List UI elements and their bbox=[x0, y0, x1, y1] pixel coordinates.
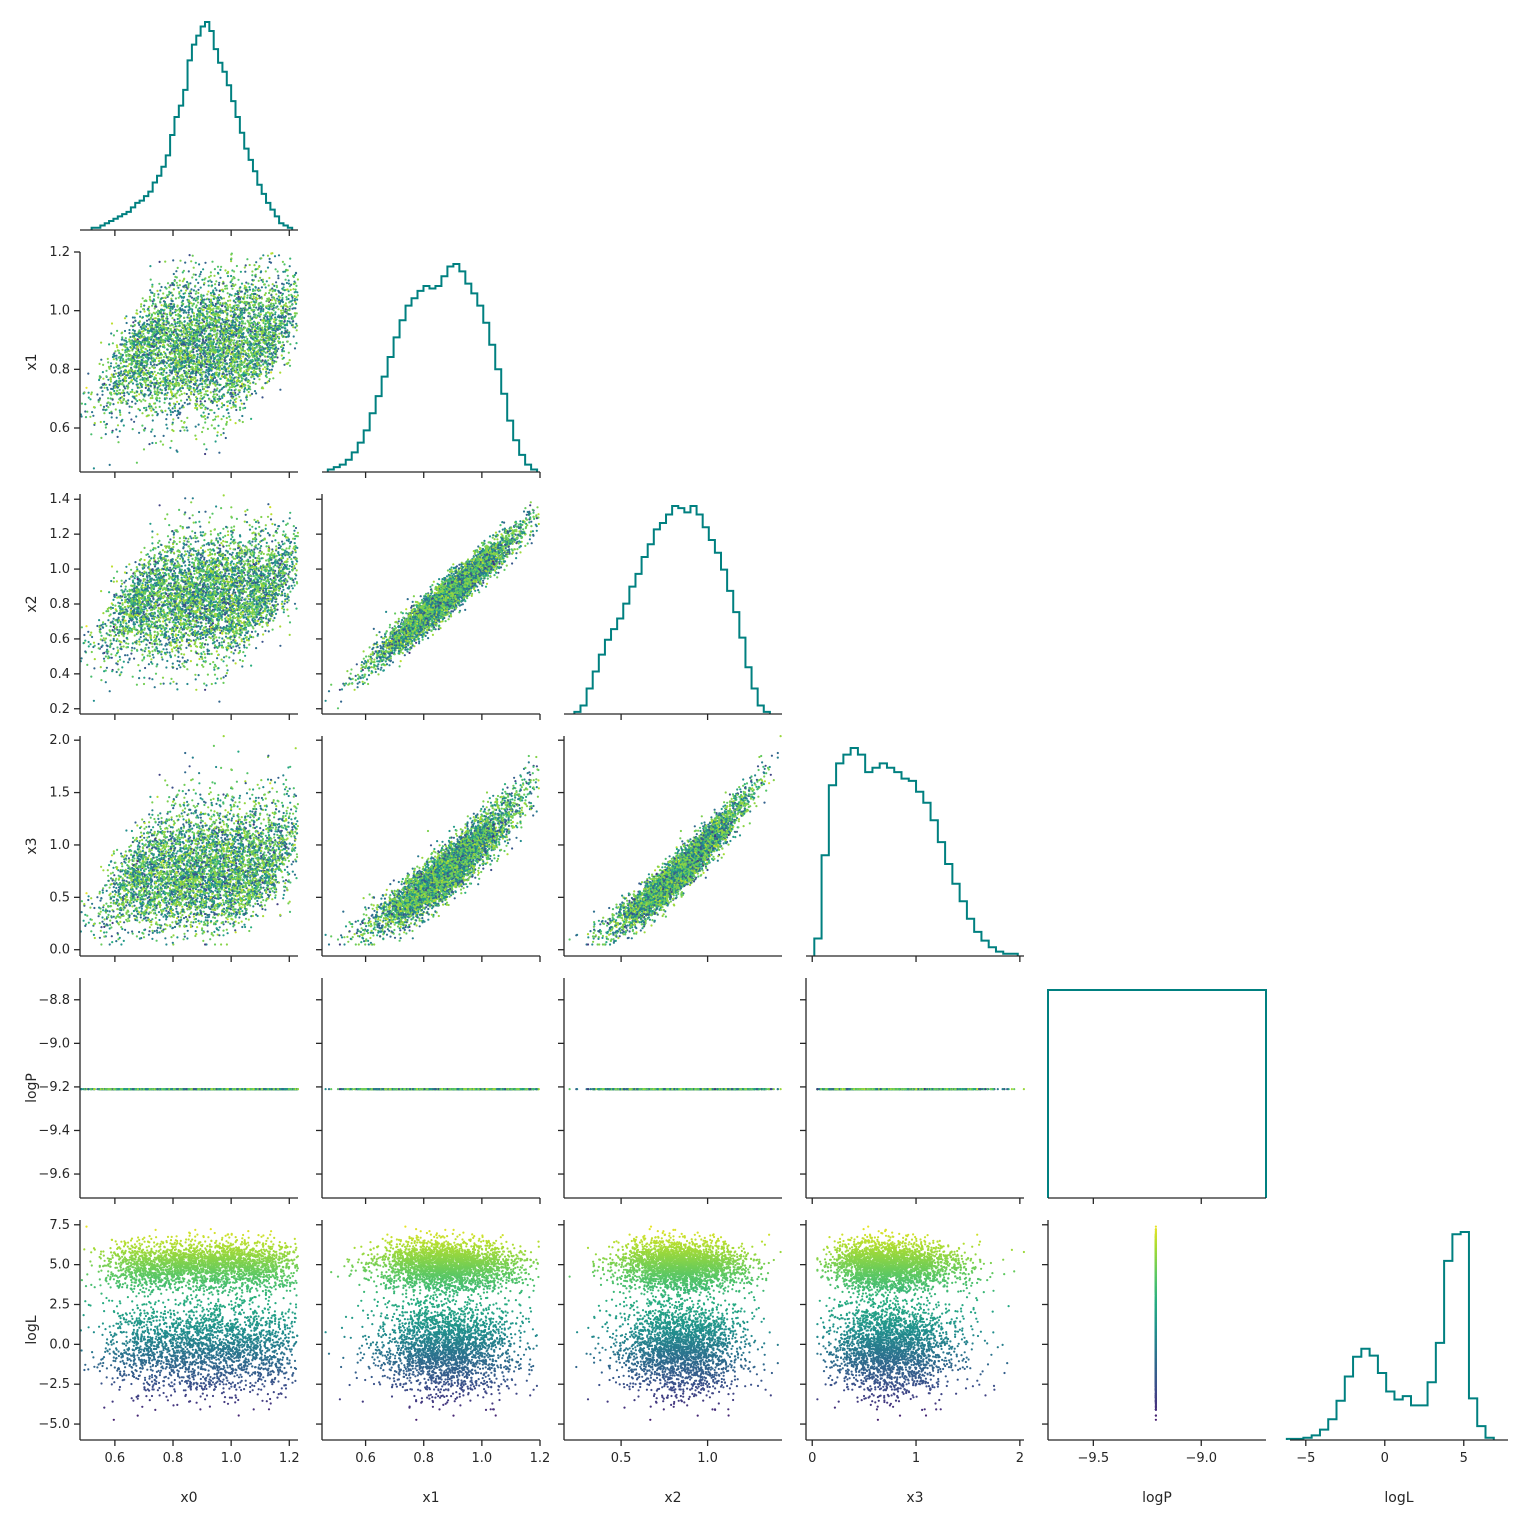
scatter-point bbox=[158, 360, 160, 362]
scatter-point bbox=[258, 280, 260, 282]
scatter-point bbox=[234, 295, 236, 297]
scatter-point bbox=[246, 399, 248, 401]
scatter-point bbox=[195, 438, 197, 440]
scatter-point bbox=[163, 402, 165, 404]
scatter-point bbox=[289, 305, 291, 307]
scatter-points-x1-vs-x0 bbox=[80, 252, 299, 469]
scatter-point bbox=[180, 290, 182, 292]
scatter-point bbox=[169, 447, 171, 449]
scatter-point bbox=[248, 286, 250, 288]
scatter-point bbox=[81, 403, 83, 405]
scatter-point bbox=[244, 271, 246, 273]
scatter-point bbox=[136, 400, 138, 402]
scatter-point bbox=[88, 392, 90, 394]
scatter-point bbox=[101, 394, 103, 396]
scatter-point bbox=[293, 335, 295, 337]
scatter-point bbox=[128, 412, 130, 414]
scatter-point bbox=[295, 296, 297, 298]
scatter-point bbox=[278, 333, 280, 335]
scatter-point bbox=[159, 406, 161, 408]
panel-x0-vs-x0 bbox=[80, 22, 298, 236]
scatter-point bbox=[179, 337, 181, 339]
scatter-point bbox=[112, 342, 114, 344]
scatter-point bbox=[120, 375, 122, 377]
scatter-point bbox=[275, 268, 277, 270]
scatter-point bbox=[288, 283, 290, 285]
scatter-point bbox=[93, 467, 95, 469]
scatter-point bbox=[216, 387, 218, 389]
scatter-point bbox=[225, 437, 227, 439]
corner-plot-figure: 0.60.81.01.20.20.40.60.81.01.21.40.00.51… bbox=[0, 0, 1520, 1513]
scatter-point bbox=[175, 270, 177, 272]
panel-x1-vs-x0: 0.60.81.01.2 bbox=[49, 245, 299, 478]
scatter-point bbox=[165, 324, 167, 326]
histogram-x0 bbox=[92, 22, 293, 230]
scatter-point bbox=[215, 280, 217, 282]
scatter-point bbox=[244, 266, 246, 268]
scatter-point bbox=[136, 377, 138, 379]
scatter-point bbox=[268, 372, 270, 374]
scatter-point bbox=[100, 437, 102, 439]
scatter-point bbox=[196, 304, 198, 306]
scatter-point bbox=[136, 462, 138, 464]
scatter-point bbox=[169, 380, 171, 382]
scatter-point bbox=[198, 424, 200, 426]
scatter-point bbox=[183, 293, 185, 295]
scatter-point bbox=[193, 383, 195, 385]
scatter-point bbox=[267, 359, 269, 361]
scatter-point bbox=[110, 362, 112, 364]
scatter-point bbox=[277, 275, 279, 277]
scatter-point bbox=[228, 373, 230, 375]
scatter-point bbox=[154, 307, 156, 309]
scatter-point bbox=[206, 384, 208, 386]
scatter-point bbox=[85, 416, 87, 418]
scatter-point bbox=[288, 317, 290, 319]
scatter-point bbox=[164, 365, 166, 367]
scatter-point bbox=[203, 412, 205, 414]
scatter-point bbox=[131, 389, 133, 391]
scatter-point bbox=[169, 369, 171, 371]
scatter-point bbox=[138, 432, 140, 434]
scatter-point bbox=[230, 275, 232, 277]
scatter-point bbox=[185, 289, 187, 291]
scatter-point bbox=[149, 367, 151, 369]
scatter-point bbox=[208, 285, 210, 287]
scatter-point bbox=[274, 316, 276, 318]
scatter-point bbox=[187, 286, 189, 288]
